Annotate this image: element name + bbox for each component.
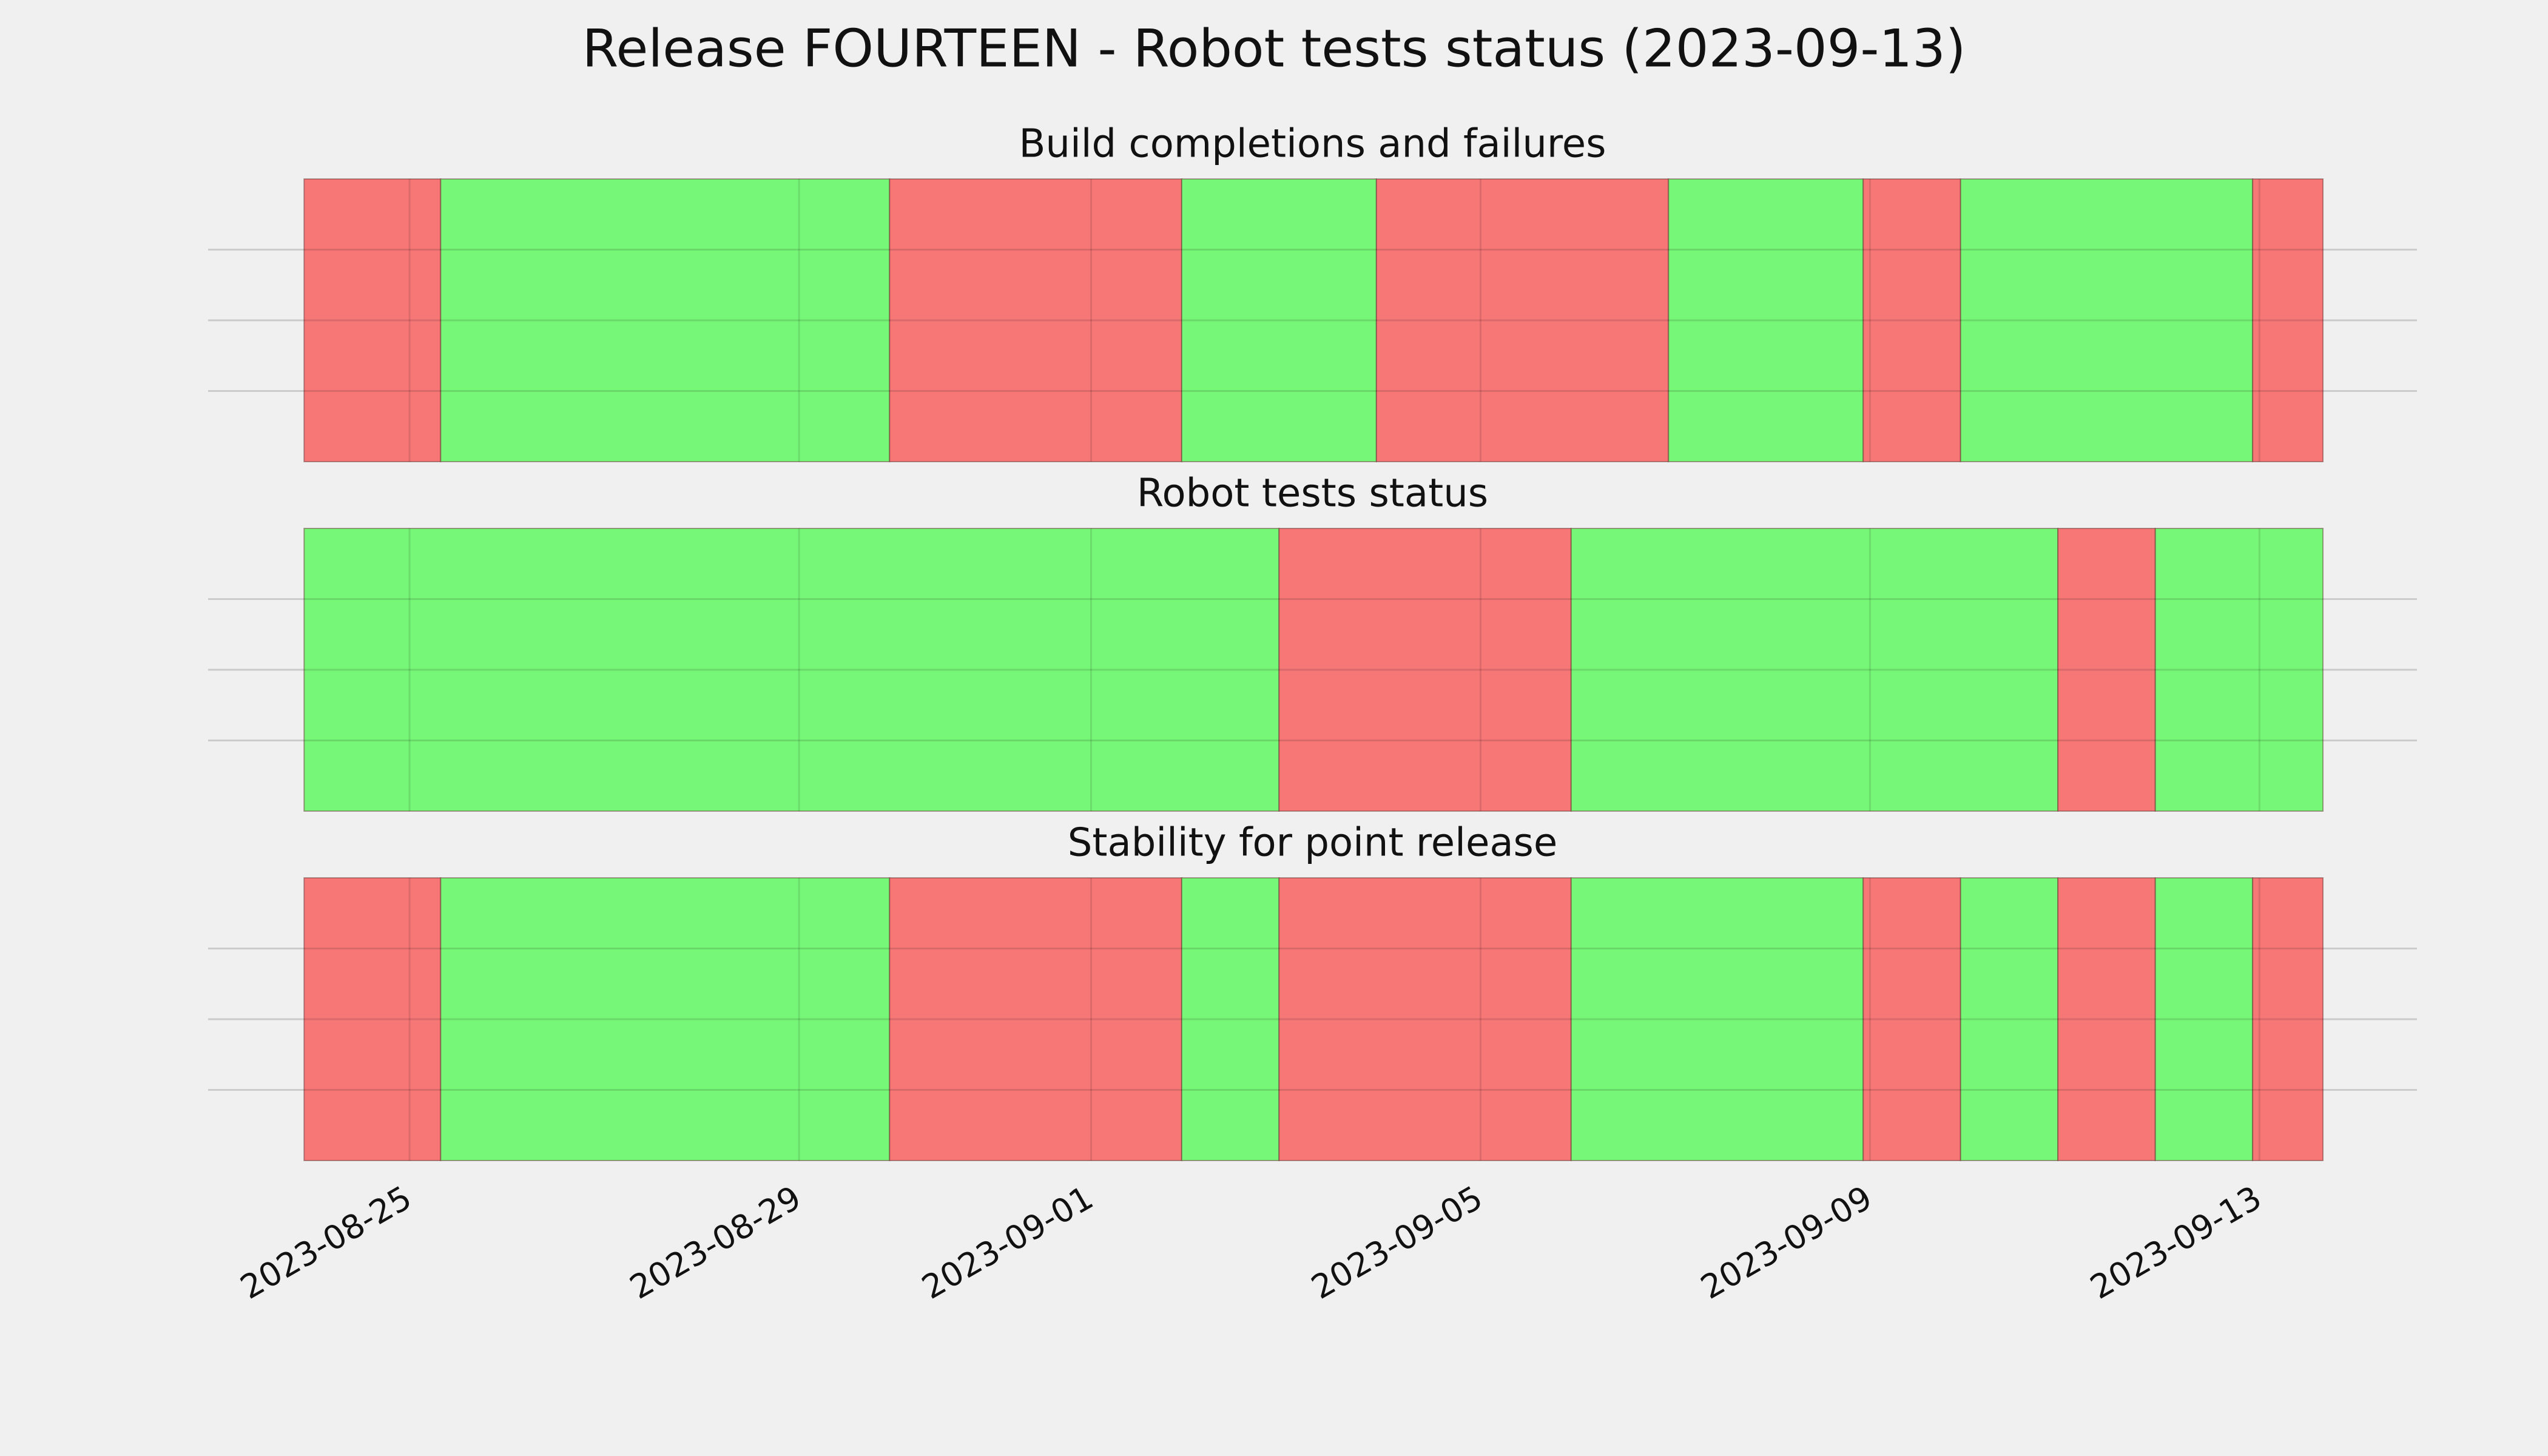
status-segment (1570, 528, 2059, 812)
status-segment (1862, 178, 1961, 462)
status-segment (303, 528, 1280, 812)
status-segment (1668, 178, 1864, 462)
status-segment (1375, 178, 1670, 462)
status-segment (2252, 178, 2324, 462)
panel-title: Robot tests status (1137, 471, 1488, 516)
status-segment (440, 877, 891, 1161)
status-segment (303, 877, 442, 1161)
status-segment (2057, 877, 2156, 1161)
status-segment (889, 877, 1182, 1161)
status-segment (889, 178, 1182, 462)
status-segment (1862, 877, 1961, 1161)
status-segment (2154, 877, 2254, 1161)
status-segment (1278, 877, 1572, 1161)
status-segment (1278, 528, 1572, 812)
status-segment (1181, 877, 1280, 1161)
chart-title: Release FOURTEEN - Robot tests status (2… (582, 18, 1966, 79)
status-segment (1960, 877, 2059, 1161)
status-segment (1570, 877, 1864, 1161)
status-segment (2057, 528, 2156, 812)
panel-title: Build completions and failures (1019, 122, 1606, 167)
panel-title: Stability for point release (1068, 821, 1558, 866)
status-segment (2252, 877, 2324, 1161)
status-segment (2154, 528, 2324, 812)
status-segment (303, 178, 442, 462)
status-segment (1181, 178, 1377, 462)
status-segment (1960, 178, 2254, 462)
